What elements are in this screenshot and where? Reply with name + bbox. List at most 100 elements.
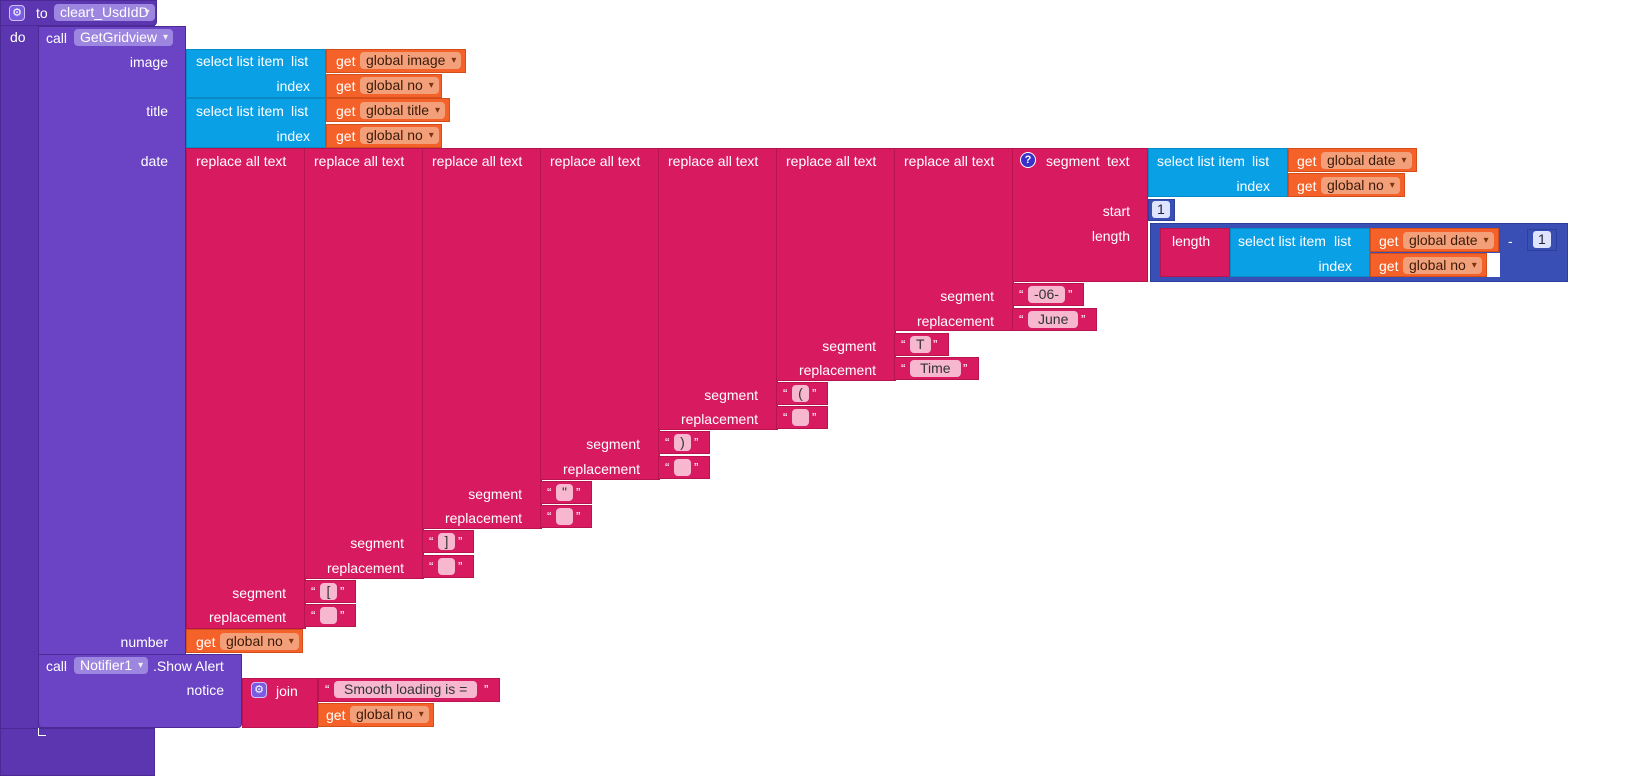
replace-all-text-block-5[interactable]	[658, 148, 778, 430]
text-field[interactable]: Time	[910, 360, 961, 377]
select-list-item-title-block[interactable]	[186, 98, 326, 148]
segment-start-label: start	[1102, 203, 1130, 219]
text-field[interactable]: )	[674, 434, 691, 451]
global-no-dropdown[interactable]: global no	[1321, 177, 1400, 194]
replace-all-text-block-6[interactable]	[776, 148, 896, 381]
quote-open-icon: “	[311, 584, 316, 599]
get-label: get	[196, 634, 216, 650]
get-label: get	[336, 53, 356, 69]
quote-open-icon: “	[783, 410, 788, 425]
quote-open-icon: “	[665, 460, 670, 475]
get-label: get	[336, 128, 356, 144]
join-text-field[interactable]: Smooth loading is =	[334, 681, 478, 698]
quote-open-icon: “	[311, 608, 316, 623]
segment-text-label: text	[1107, 153, 1130, 169]
global-no-dropdown[interactable]: global no	[360, 127, 439, 144]
select-list-item-image-block[interactable]	[186, 49, 326, 98]
replacement-label: replacement	[444, 510, 522, 526]
procedure-name-field[interactable]: cleart_UsdIdD	[54, 4, 155, 21]
replace-all-text-label: replace all text	[432, 153, 523, 169]
replace-all-text-block-1[interactable]	[186, 148, 306, 629]
arg-notice-label: notice	[186, 682, 224, 698]
text-field[interactable]	[438, 558, 455, 575]
quote-close-icon: ”	[340, 608, 345, 623]
quote-close-icon: ”	[576, 485, 581, 500]
text-field[interactable]	[792, 409, 809, 426]
notifier-component-dropdown[interactable]: Notifier1	[74, 657, 149, 674]
arg-date-label: date	[140, 153, 168, 169]
quote-close-icon: ”	[458, 534, 463, 549]
select-list-item-list-label: list	[1252, 153, 1270, 169]
segment-text-block[interactable]	[1012, 148, 1148, 282]
text-field[interactable]: "	[556, 484, 573, 501]
arg-title-label: title	[146, 103, 168, 119]
segment-label: segment	[586, 436, 640, 452]
select-list-item-index-label: index	[276, 78, 310, 94]
replace-all-text-block-3[interactable]	[422, 148, 542, 529]
quote-close-icon: ”	[812, 410, 817, 425]
length-block[interactable]	[1160, 228, 1230, 277]
start-number-field[interactable]: 1	[1152, 201, 1170, 218]
length-label: length	[1172, 233, 1211, 249]
get-label: get	[326, 707, 346, 723]
text-field[interactable]: (	[792, 385, 809, 402]
quote-close-icon: ”	[458, 559, 463, 574]
segment-label: segment	[940, 288, 994, 304]
text-field[interactable]: [	[320, 583, 337, 600]
replacement-label: replacement	[208, 609, 286, 625]
quote-close-icon: ”	[694, 460, 699, 475]
call-getgridview-block[interactable]	[38, 26, 186, 688]
global-no-dropdown[interactable]: global no	[220, 633, 299, 650]
replace-all-text-block-4[interactable]	[540, 148, 660, 480]
select-list-item-label: select list item	[1157, 153, 1245, 169]
text-field[interactable]: -06-	[1028, 286, 1065, 303]
segment-label: segment	[232, 585, 286, 601]
select-list-item-label: select list item	[196, 53, 284, 69]
replace-all-text-block-2[interactable]	[304, 148, 424, 579]
text-field[interactable]: T	[910, 336, 931, 353]
select-list-item-date-inner-block[interactable]	[1230, 228, 1370, 277]
help-question-icon[interactable]: ?	[1020, 152, 1036, 168]
segment-label: segment	[822, 338, 876, 354]
select-list-item-date-block[interactable]	[1148, 148, 1288, 197]
quote-open-icon: “	[547, 509, 552, 524]
global-no-dropdown[interactable]: global no	[360, 77, 439, 94]
notifier-method-label: .Show Alert	[153, 658, 224, 674]
get-label: get	[1297, 153, 1317, 169]
global-image-dropdown[interactable]: global image	[360, 52, 462, 69]
procedure-notch	[38, 728, 46, 736]
subtract-number-field[interactable]: 1	[1533, 231, 1551, 248]
segment-length-label: length	[1091, 228, 1130, 244]
global-date-dropdown[interactable]: global date	[1403, 232, 1494, 249]
procedure-do-label: do	[10, 29, 26, 45]
replace-all-text-label: replace all text	[904, 153, 995, 169]
select-list-item-index-label: index	[1236, 178, 1270, 194]
join-gear-icon[interactable]: ⚙	[251, 682, 267, 698]
segment-label: segment	[350, 535, 404, 551]
procedure-to-label: to	[36, 5, 48, 21]
text-field[interactable]	[556, 508, 573, 525]
call-notifier-label: call	[46, 658, 68, 674]
segment-label: segment	[1046, 153, 1100, 169]
text-field[interactable]	[320, 607, 337, 624]
select-list-item-label: select list item	[1238, 233, 1326, 249]
text-field[interactable]: ]	[438, 533, 455, 550]
quote-open-icon: “	[783, 386, 788, 401]
global-no-dropdown[interactable]: global no	[1403, 257, 1482, 274]
text-field[interactable]	[674, 459, 691, 476]
procedure-gear-icon[interactable]: ⚙	[9, 5, 25, 21]
getgridview-method-dropdown[interactable]: GetGridview	[74, 29, 174, 46]
select-list-item-list-label: list	[291, 53, 309, 69]
replacement-label: replacement	[326, 560, 404, 576]
text-field[interactable]: June	[1028, 311, 1079, 328]
arg-image-label: image	[129, 54, 168, 70]
global-date-dropdown[interactable]: global date	[1321, 152, 1412, 169]
replace-all-text-label: replace all text	[550, 153, 641, 169]
global-title-dropdown[interactable]: global title	[360, 102, 446, 119]
get-label: get	[336, 103, 356, 119]
replace-all-text-label: replace all text	[668, 153, 759, 169]
replacement-label: replacement	[916, 313, 994, 329]
quote-open-icon: “	[547, 485, 552, 500]
quote-open-icon: “	[429, 534, 434, 549]
global-no-dropdown[interactable]: global no	[350, 706, 429, 723]
